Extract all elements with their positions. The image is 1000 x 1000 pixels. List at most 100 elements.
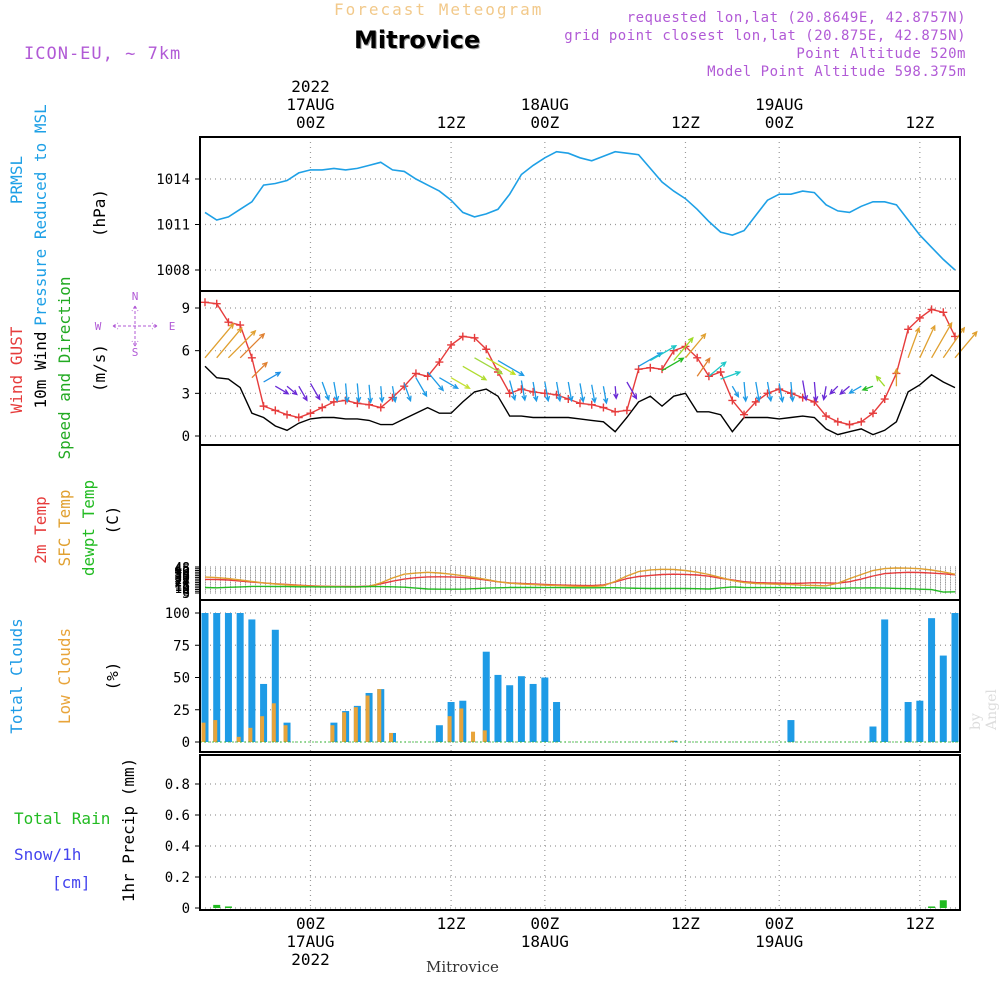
wind-direction-arrow — [742, 381, 749, 403]
y-tick-label: 15 — [174, 580, 190, 595]
wind-direction-arrow — [344, 383, 350, 404]
pressure-title-1: PRMSL — [7, 156, 26, 204]
wind-direction-arrow — [509, 380, 517, 402]
y-tick-label: 21 — [174, 577, 190, 592]
wind-direction-arrow — [602, 386, 609, 405]
wind-gust-point — [482, 345, 491, 354]
rain-bar — [224, 906, 232, 908]
wind-direction-arrow — [579, 383, 586, 403]
wind-direction-arrow — [474, 357, 504, 375]
model-label: ICON-EU, ~ 7km — [24, 44, 182, 64]
compass-south: S — [132, 346, 139, 359]
total-clouds-bar — [939, 655, 947, 742]
panel-frame-clouds — [199, 599, 961, 753]
wind-direction-arrow — [216, 326, 243, 359]
y-tick-label: 48 — [174, 561, 190, 576]
footer-location: Mitrovice — [426, 958, 499, 976]
wind-direction-arrow — [391, 386, 398, 404]
panel-frame-temperature — [199, 444, 961, 601]
wind-gust-point — [904, 325, 913, 334]
wind-gust-point — [751, 397, 760, 406]
y-tick-label: 36 — [174, 568, 190, 583]
wind-direction-arrow — [520, 380, 527, 402]
temp-title-dewpt: dewpt Temp — [79, 480, 98, 576]
wind-direction-arrow — [450, 377, 471, 390]
bottom-time-label: 19AUG — [755, 932, 803, 951]
wind-gust-point — [505, 389, 514, 398]
y-tick-label: 1014 — [156, 172, 190, 188]
y-tick-label: 0.6 — [165, 808, 190, 824]
total-clouds-bar — [541, 677, 549, 742]
top-time-label: 2022 — [291, 77, 330, 96]
y-tick-label: 75 — [173, 638, 190, 654]
wind-direction-arrow — [907, 326, 921, 359]
total-clouds-bar — [224, 613, 232, 742]
wind-direction-arrow — [309, 383, 321, 401]
wind-units: (m/s) — [90, 344, 109, 392]
low-clouds-bar — [365, 695, 370, 742]
y-tick-label: 39 — [174, 566, 190, 581]
y-tick-label: 100 — [165, 606, 190, 622]
wind-gust-point — [634, 365, 643, 374]
wind-direction-arrow — [204, 322, 235, 359]
point-altitude: Point Altitude 520m — [796, 46, 966, 62]
total-clouds-bar — [529, 683, 537, 742]
bottom-time-label: 12Z — [905, 914, 934, 933]
wind-gust-point — [833, 417, 842, 426]
bottom-time-label: 2022 — [291, 950, 330, 969]
temp-title-2m: 2m Temp — [31, 496, 50, 563]
low-clouds-bar — [330, 725, 335, 742]
wind-gust-point — [271, 406, 280, 415]
top-time-label: 00Z — [765, 113, 794, 132]
top-time-label: 12Z — [437, 113, 466, 132]
wind-gust-point — [646, 363, 655, 372]
wind-speed-line — [204, 365, 956, 436]
low-clouds-bar — [389, 732, 393, 742]
wind-direction-arrow — [778, 383, 785, 403]
clouds-units: (%) — [103, 662, 122, 691]
wind-direction-arrow — [829, 385, 839, 395]
y-tick-label: 0.2 — [165, 870, 190, 886]
low-clouds-bar — [471, 731, 476, 742]
wind-gust-point — [763, 389, 772, 398]
wind-gust-point — [622, 406, 631, 415]
wind-gust-point — [353, 399, 362, 408]
wind-direction-arrow — [462, 365, 488, 381]
pressure-line — [204, 150, 956, 271]
wind-direction-arrow — [613, 386, 619, 400]
low-clouds-bar — [459, 708, 464, 742]
wind-gust-point — [376, 403, 385, 412]
y-tick-label: 3 — [182, 587, 190, 602]
wind-direction-arrow — [555, 381, 562, 403]
wind-direction-arrow — [485, 357, 517, 376]
total-clouds-bar — [869, 726, 877, 742]
total-clouds-bar — [494, 674, 502, 742]
wind-gust-point — [411, 369, 420, 378]
wind-gust-point — [212, 299, 221, 308]
compass-rose-icon — [112, 305, 158, 347]
top-time-label: 17AUG — [286, 95, 334, 114]
wind-direction-arrow — [239, 332, 266, 359]
wind-gust-point — [318, 403, 327, 412]
wind-gust-point — [247, 353, 256, 362]
low-clouds-bar — [248, 727, 253, 742]
wind-direction-arrow — [333, 381, 340, 403]
y-tick-label: 6 — [182, 344, 190, 360]
y-tick-label: 0 — [182, 735, 190, 751]
total-clouds-bar — [553, 702, 561, 742]
top-time-label: 18AUG — [521, 95, 569, 114]
total-clouds-bar — [928, 618, 936, 742]
wind-direction-arrow — [802, 380, 809, 402]
wind-direction-arrow — [685, 332, 707, 359]
total-clouds-bar — [916, 700, 924, 742]
wind-direction-arrow — [591, 384, 597, 404]
wind-direction-arrow — [227, 329, 257, 359]
wind-gust-point — [365, 400, 374, 409]
wind-gust-point — [423, 372, 432, 381]
author-signature: by Angel — [968, 689, 1000, 730]
wind-direction-arrow — [848, 385, 862, 394]
wind-direction-arrow — [696, 357, 711, 377]
wind-title-gust: Wind GUST — [7, 326, 26, 413]
pressure-title-2: Pressure Reduced to MSL — [31, 104, 50, 326]
y-tick-label: 6 — [182, 585, 190, 600]
